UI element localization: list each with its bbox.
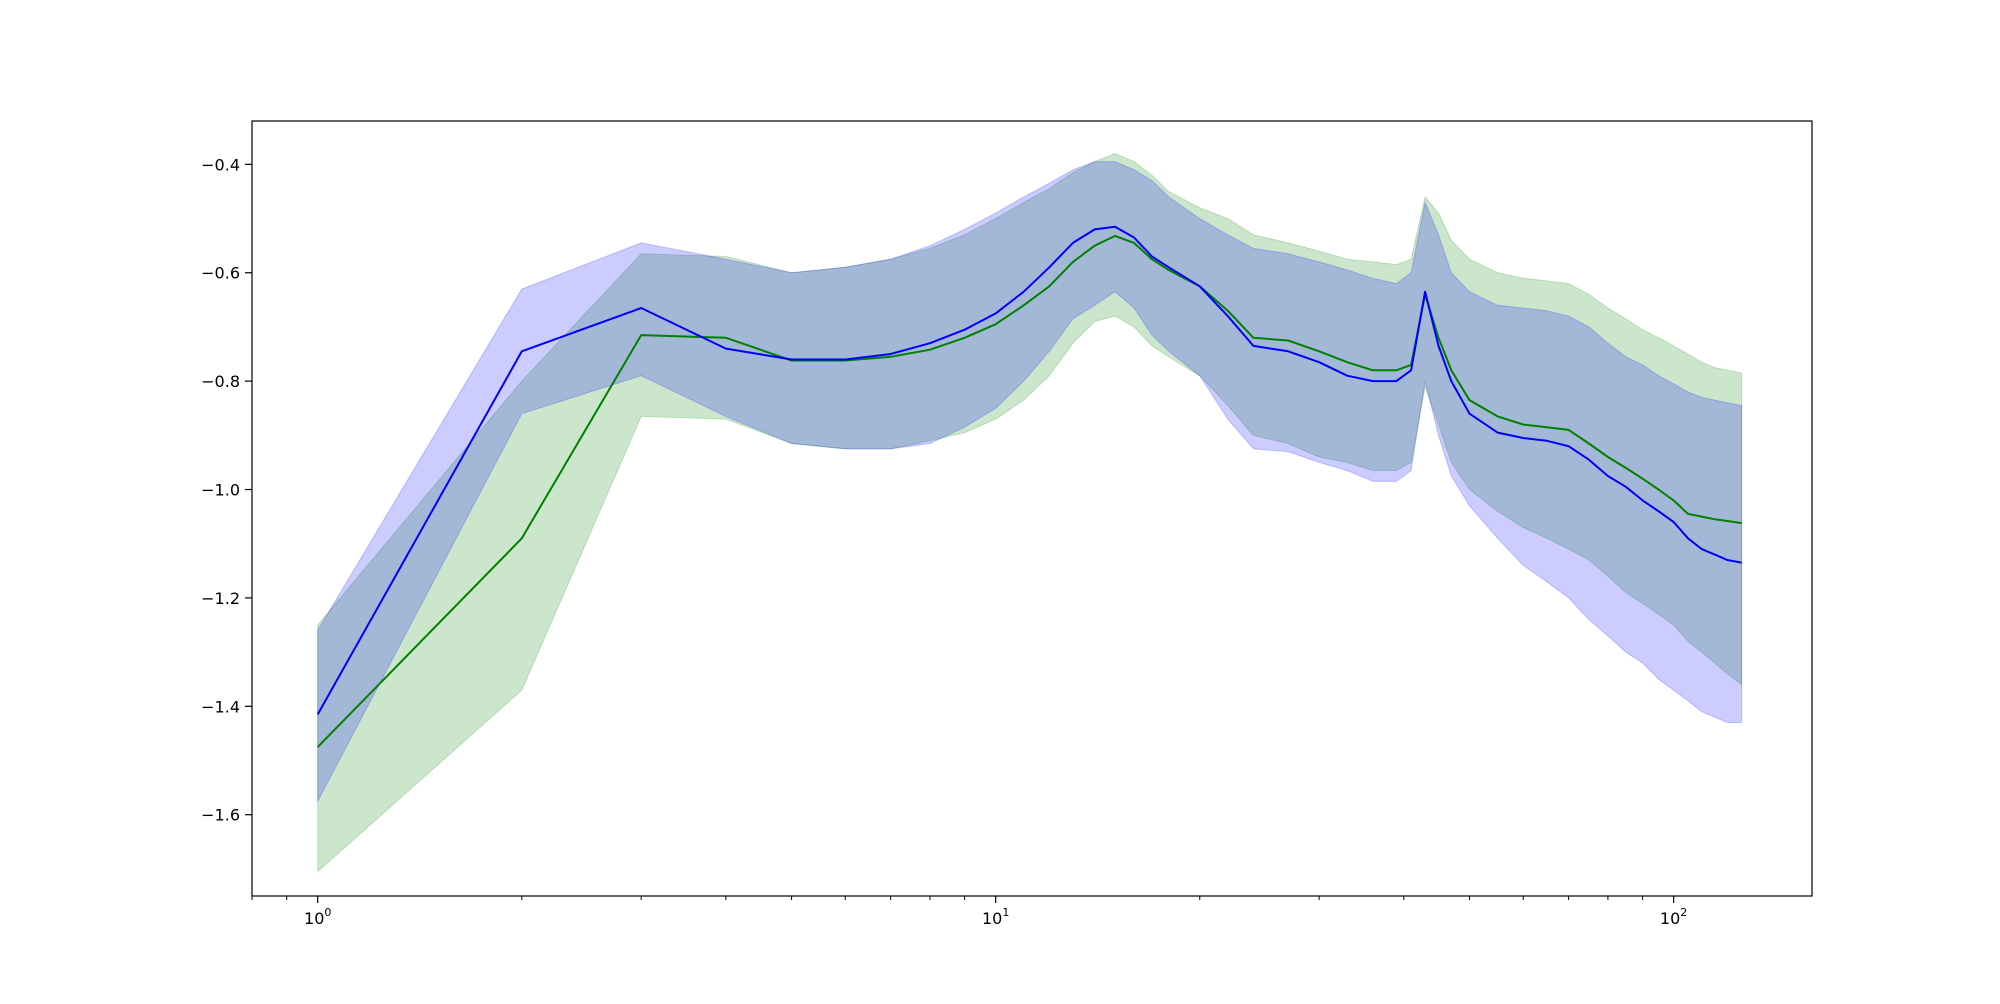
y-tick-label: −1.0: [201, 481, 240, 500]
line-blue: [316, 225, 1742, 715]
band-blue: [317, 161, 1743, 802]
plot-area-frame: [251, 120, 1813, 897]
y-tick-label: −1.6: [201, 806, 240, 825]
y-tick-label: −1.4: [201, 697, 240, 716]
confidence-bands: [317, 152, 1743, 873]
line-green: [316, 234, 1742, 748]
y-tick-label: −0.4: [201, 155, 240, 174]
y-axis: −0.4 −0.6 −0.8 −1.0 −1.2 −1.4 −1.6: [201, 155, 252, 825]
y-tick-label: −1.2: [201, 589, 240, 608]
series-lines: [316, 225, 1742, 748]
band-green: [317, 152, 1743, 873]
y-tick-label: −0.8: [201, 372, 240, 391]
y-tick-label: −0.6: [201, 264, 240, 283]
